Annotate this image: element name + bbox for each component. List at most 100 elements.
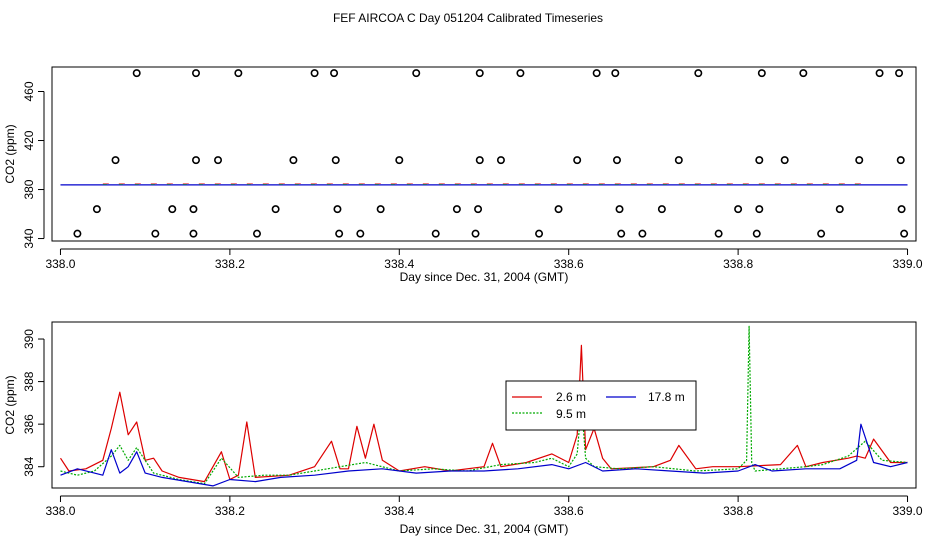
data-marks: [60, 69, 909, 238]
legend-label-2-6m: 2.6 m: [556, 390, 586, 404]
x-tick-label: 338.4: [384, 257, 414, 271]
scatter-point: [151, 229, 160, 238]
co2-scatter-panel: 338.0 338.2 338.4 338.6 338.8 339.0 340 380 420 4…: [3, 66, 923, 284]
scatter-point: [734, 205, 743, 214]
scatter-point: [111, 156, 120, 165]
scatter-point: [674, 156, 683, 165]
scatter-point: [755, 205, 764, 214]
scatter-point: [592, 69, 601, 78]
scatter-point: [611, 69, 620, 78]
x-tick-label: 339.0: [893, 504, 923, 518]
scatter-point: [835, 205, 844, 214]
series-line-9-5-m: [60, 325, 908, 485]
scatter-point: [474, 205, 483, 214]
y-tick-label: 460: [22, 81, 36, 101]
scatter-point: [780, 156, 789, 165]
scatter-point: [896, 156, 905, 165]
x-tick-label: 338.4: [384, 504, 414, 518]
x-tick-label: 338.6: [554, 257, 584, 271]
plot-frame: [51, 321, 917, 489]
scatter-point: [192, 69, 201, 78]
scatter-point: [752, 229, 761, 238]
y-tick-label: 340: [22, 228, 36, 248]
scatter-point: [395, 156, 404, 165]
scatter-point: [431, 229, 440, 238]
scatter-point: [192, 156, 201, 165]
scatter-point: [310, 69, 319, 78]
scatter-point: [168, 205, 177, 214]
scatter-point: [132, 69, 141, 78]
y-tick-label: 380: [22, 179, 36, 199]
x-axis-label: Day since Dec. 31, 2004 (GMT): [400, 270, 569, 284]
legend: 2.6 m 9.5 m 17.8 m: [505, 380, 697, 431]
scatter-point: [214, 156, 223, 165]
scatter-point: [900, 229, 909, 238]
y-axis-label: CO2 (ppm): [3, 375, 17, 434]
scatter-point: [799, 69, 808, 78]
series-line-2-6-m: [59, 344, 908, 483]
scatter-point: [73, 229, 82, 238]
scatter-point: [412, 69, 421, 78]
scatter-point: [657, 205, 666, 214]
scatter-point: [333, 205, 342, 214]
scatter-point: [356, 229, 365, 238]
scatter-point: [289, 156, 298, 165]
scatter-point: [92, 205, 101, 214]
scatter-point: [452, 205, 461, 214]
scatter-point: [331, 156, 340, 165]
scatter-point: [714, 229, 723, 238]
x-tick-label: 338.8: [723, 504, 753, 518]
scatter-point: [252, 229, 261, 238]
scatter-point: [875, 69, 884, 78]
scatter-point: [612, 156, 621, 165]
scatter-point: [694, 69, 703, 78]
x-tick-label: 338.0: [45, 257, 75, 271]
co2-timeseries-panel: 338.0 338.2 338.4 338.6 338.8 339.0 384 386 388 3…: [3, 321, 923, 536]
x-tick-label: 338.6: [554, 504, 584, 518]
scatter-point: [335, 229, 344, 238]
data-marks: [59, 325, 908, 487]
scatter-point: [189, 229, 198, 238]
scatter-point: [897, 205, 906, 214]
scatter-point: [475, 156, 484, 165]
x-tick-label: 338.0: [45, 504, 75, 518]
plot-frame: [51, 66, 917, 242]
scatter-point: [516, 69, 525, 78]
scatter-point: [234, 69, 243, 78]
axes: 338.0 338.2 338.4 338.6 338.8 339.0 384 386 388 3…: [22, 329, 923, 518]
y-tick-label: 390: [22, 329, 36, 349]
scatter-point: [573, 156, 582, 165]
scatter-point: [615, 205, 624, 214]
x-tick-label: 338.2: [215, 257, 245, 271]
x-tick-label: 338.2: [215, 504, 245, 518]
scatter-point: [475, 69, 484, 78]
y-tick-label: 386: [22, 414, 36, 434]
scatter-point: [757, 69, 766, 78]
y-tick-label: 388: [22, 371, 36, 391]
y-tick-label: 420: [22, 130, 36, 150]
scatter-point: [471, 229, 480, 238]
scatter-point: [271, 205, 280, 214]
series-line-17-8-m: [60, 423, 908, 487]
x-tick-label: 339.0: [893, 257, 923, 271]
scatter-point: [330, 69, 339, 78]
x-tick-label: 338.8: [723, 257, 753, 271]
legend-label-9-5m: 9.5 m: [556, 407, 586, 421]
scatter-point: [895, 69, 904, 78]
y-tick-label: 384: [22, 456, 36, 476]
figure-title: FEF AIRCOA C Day 051204 Calibrated Times…: [333, 11, 603, 25]
y-axis-label: CO2 (ppm): [3, 124, 17, 183]
axes: 338.0 338.2 338.4 338.6 338.8 339.0 340 380 420 4…: [22, 81, 923, 271]
scatter-point: [817, 229, 826, 238]
x-axis-label: Day since Dec. 31, 2004 (GMT): [400, 522, 569, 536]
legend-label-17-8m: 17.8 m: [648, 390, 685, 404]
scatter-point: [638, 229, 647, 238]
scatter-point: [189, 205, 198, 214]
scatter-point: [855, 156, 864, 165]
legend-box: [505, 380, 697, 431]
scatter-point: [496, 156, 505, 165]
scatter-point: [535, 229, 544, 238]
scatter-point: [554, 205, 563, 214]
scatter-point: [617, 229, 626, 238]
